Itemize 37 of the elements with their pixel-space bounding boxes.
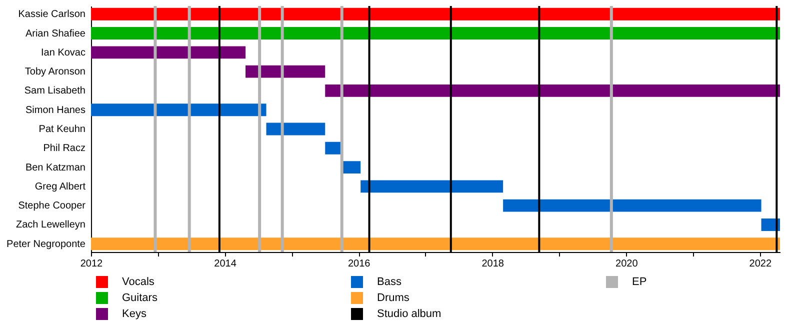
bar	[503, 199, 762, 212]
x-tick-label: 2012	[80, 258, 104, 270]
legend-label: Studio album	[377, 308, 442, 320]
bar	[91, 46, 246, 59]
bar	[342, 161, 361, 174]
x-tick-label: 2022	[749, 258, 772, 270]
bar	[91, 238, 780, 250]
x-tick-label: 2014	[214, 258, 237, 270]
x-tick-label: 2020	[616, 258, 638, 270]
y-tick-label: Sam Lisabeth	[24, 86, 86, 97]
legend-label: Drums	[377, 292, 410, 304]
y-tick-label: Toby Aronson	[24, 66, 86, 78]
y-tick-label: Phil Racz	[43, 143, 86, 154]
legend-label: Keys	[122, 308, 146, 320]
y-tick-label: Ben Katzman	[25, 162, 86, 174]
legend-label: Guitars	[122, 292, 158, 304]
y-tick-label: Simon Hanes	[25, 104, 86, 116]
legend-label: EP	[632, 276, 647, 288]
y-tick-label: Ian Kovac	[41, 47, 86, 58]
x-tick-label: 2016	[348, 258, 371, 270]
bar	[360, 180, 504, 193]
y-tick-label: Zach Lewelleyn	[16, 220, 86, 231]
bar	[91, 27, 780, 40]
bar	[91, 104, 266, 116]
y-tick-label: Greg Albert	[34, 181, 86, 192]
bar	[246, 65, 326, 78]
y-tick-label: Kassie Carlson	[18, 9, 86, 20]
y-tick-label: Stephe Cooper	[18, 200, 86, 212]
bar	[266, 122, 326, 136]
x-tick-label: 2018	[482, 258, 504, 270]
bar	[91, 8, 780, 20]
legend-label: Bass	[377, 276, 402, 288]
y-tick-label: Peter Negroponte	[6, 238, 86, 250]
bar	[325, 84, 780, 97]
y-tick-label: Arian Shafiee	[25, 28, 86, 40]
legend-label: Vocals	[122, 276, 154, 288]
y-tick-label: Pat Keuhn	[38, 124, 86, 135]
